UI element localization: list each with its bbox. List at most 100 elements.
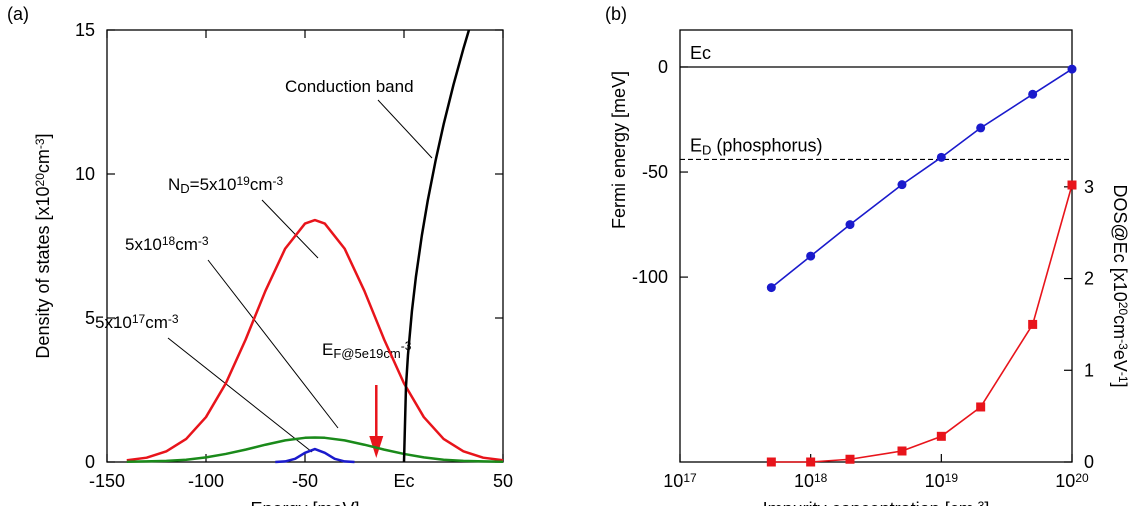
leader-line	[261, 199, 319, 259]
y-axis-label: Density of states [x1020cm-3]	[33, 133, 53, 358]
y-tick-label: 0	[658, 57, 668, 77]
x-tick-label: -100	[188, 471, 224, 491]
y2-axis-label: DOS@Ec [x1020cm-3eV-1]	[1110, 184, 1130, 387]
tick-base: 10	[663, 471, 683, 491]
y-tick-label: -50	[642, 162, 668, 182]
text-part: 17	[132, 312, 146, 326]
text-part: ]	[984, 499, 989, 506]
annotation: EF@5e19cm-3	[322, 339, 412, 362]
data-line	[771, 184, 1073, 463]
data-point	[976, 402, 986, 412]
x-tick-label: 1018	[794, 471, 828, 491]
y-tick-label: 15	[75, 20, 95, 40]
annotation: 5x1018cm-3	[125, 234, 209, 254]
plot-frame	[679, 29, 1073, 463]
x-tick-label: 1019	[925, 471, 959, 491]
y-tick-label: 0	[85, 452, 95, 472]
tick-exp: 19	[945, 471, 959, 485]
text-part: E	[690, 135, 702, 155]
text-part: =5x10	[190, 175, 237, 194]
data-point	[1028, 89, 1038, 99]
tick-exp: 17	[683, 471, 697, 485]
leader-line	[167, 337, 313, 453]
x-tick-label: -50	[292, 471, 318, 491]
text-part: 18	[162, 234, 176, 248]
data-point	[936, 152, 946, 162]
text-part: cm	[145, 313, 168, 332]
data-point	[936, 431, 946, 441]
y-tick-label: -100	[632, 267, 668, 287]
y2-tick-label: 3	[1084, 177, 1094, 197]
annotation: Conduction band	[285, 77, 414, 96]
data-point	[845, 220, 855, 230]
text-part: eV	[1110, 350, 1130, 372]
x-tick-label: 1017	[663, 471, 697, 491]
text-part: cm	[175, 235, 198, 254]
text-part: N	[168, 175, 180, 194]
x-tick-label: -150	[89, 471, 125, 491]
text-part: cm	[250, 175, 273, 194]
text-part: 5x10	[95, 313, 132, 332]
data-point	[976, 123, 986, 133]
x-tick-label: 1020	[1055, 471, 1089, 491]
y-tick-label: 10	[75, 164, 95, 184]
text-part: -3	[198, 234, 209, 248]
y-tick-label: 5	[85, 308, 95, 328]
x-tick-label: 50	[493, 471, 513, 491]
data-point	[897, 180, 907, 190]
x-axis-label: Energy [meV]	[250, 499, 359, 506]
annotation: ND=5x1019cm-3	[168, 174, 283, 197]
tick-base: Ec	[393, 471, 414, 491]
annotation: ED (phosphorus)	[690, 135, 822, 157]
text-part: -3	[168, 312, 179, 326]
text-part: -3	[33, 138, 47, 149]
leader-line	[377, 99, 433, 159]
data-line	[126, 218, 504, 462]
text-part: -3	[273, 174, 284, 188]
text-part: ]	[33, 133, 53, 138]
data-point	[806, 457, 816, 467]
data-line	[275, 447, 355, 464]
tick-base: 10	[794, 471, 814, 491]
text-part: 19	[236, 174, 250, 188]
data-line	[770, 68, 1073, 289]
tick-exp: 18	[814, 471, 828, 485]
text-part: -1	[1116, 372, 1130, 383]
text-part: DOS@Ec [x10	[1110, 184, 1130, 301]
tick-base: 10	[925, 471, 945, 491]
data-line	[126, 436, 504, 463]
text-part: F@5e19cm	[333, 346, 400, 361]
annotation: 5x1017cm-3	[95, 312, 179, 332]
tick-exp: 20	[1075, 471, 1089, 485]
data-point	[766, 283, 776, 293]
leader-line	[207, 259, 339, 429]
text-part: D	[702, 143, 711, 158]
text-part: Impurity concentration [cm	[763, 499, 974, 506]
data-line	[402, 29, 471, 463]
data-point	[897, 446, 907, 456]
text-part: cm	[33, 149, 53, 173]
text-part: (phosphorus)	[711, 135, 822, 155]
data-point	[845, 454, 855, 464]
y2-tick-label: 2	[1084, 269, 1094, 289]
panel-label: (b)	[605, 4, 627, 24]
y2-tick-label: 1	[1084, 360, 1094, 380]
panel-label: (a)	[7, 4, 29, 24]
data-point	[1028, 319, 1038, 329]
text-part: 5x10	[125, 235, 162, 254]
text-part: 20	[33, 173, 47, 187]
text-part: 20	[1116, 302, 1130, 316]
text-part: ]	[1110, 383, 1130, 388]
data-point	[1067, 180, 1077, 190]
text-part: -3	[1116, 339, 1130, 350]
text-part: -3	[401, 339, 412, 353]
tick-base: 10	[1055, 471, 1075, 491]
text-part: D	[180, 181, 189, 196]
data-point	[766, 457, 776, 467]
data-point	[1067, 64, 1077, 74]
text-part: E	[322, 340, 333, 359]
x-axis-label: Impurity concentration [cm-3]	[763, 499, 990, 506]
y2-tick-label: 0	[1084, 452, 1094, 472]
y-axis-label: Fermi energy [meV]	[609, 71, 629, 229]
